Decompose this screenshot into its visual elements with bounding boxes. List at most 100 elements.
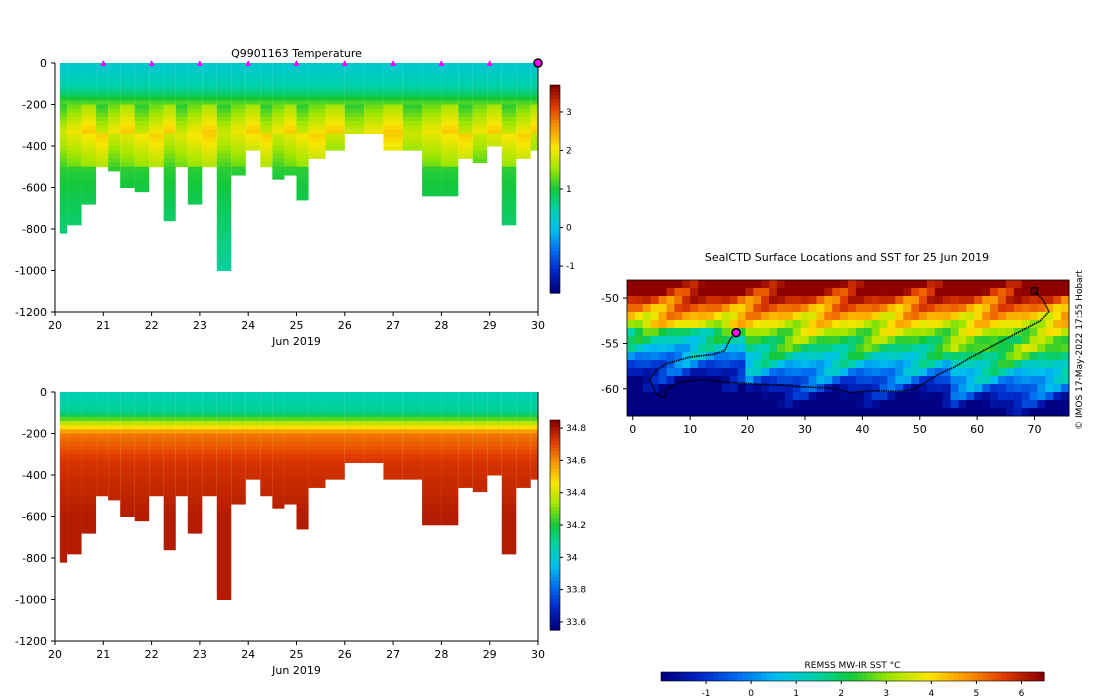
temperature-cell [422, 129, 442, 135]
temperature-cell [120, 87, 135, 93]
temperature-cell [245, 121, 261, 126]
salinity-cell [472, 425, 488, 430]
temperature-cell [472, 129, 488, 135]
sst-cell [698, 296, 707, 305]
sst-cell [761, 280, 770, 289]
temperature-cell [501, 220, 517, 226]
temperature-cell [149, 87, 164, 93]
salinity-cell [187, 475, 203, 480]
salinity-cell [67, 392, 82, 397]
salinity-cell [216, 591, 232, 596]
sst-cell [871, 312, 881, 321]
sst-cell [903, 312, 912, 321]
temperature-cell [67, 179, 82, 184]
salinity-cell [422, 508, 442, 513]
sst-cell [1037, 376, 1046, 385]
temperature-cell [344, 96, 365, 101]
temperature-cell [472, 87, 488, 93]
salinity-cell [441, 479, 459, 484]
sst-cell [871, 344, 881, 353]
sst-cell [745, 368, 754, 377]
salinity-plot: 20 21 22 23 24 25 26 27 28 29 300-200-400-600-800-… [15, 386, 545, 677]
salinity-cell [441, 508, 459, 513]
sst-colorbar-segment [661, 672, 667, 681]
temperature-cell [516, 79, 531, 85]
sst-cell [997, 392, 1007, 401]
salinity-cell [422, 495, 442, 501]
salinity-cell [296, 487, 309, 493]
temperature-cell [383, 137, 403, 143]
salinity-cell [364, 404, 384, 410]
sst-cell [769, 400, 778, 409]
salinity-cell [272, 437, 285, 443]
temperature-cell [216, 100, 232, 105]
sst-cell [832, 400, 841, 409]
salinity-cell [422, 429, 442, 434]
sst-cell [855, 352, 865, 361]
temperature-cell [441, 129, 459, 135]
sst-cell [848, 384, 857, 393]
salinity-cell [202, 462, 217, 468]
sst-cell [808, 352, 817, 361]
temperature-cell [134, 150, 150, 155]
sst-cell [871, 280, 881, 289]
salinity-cell [67, 479, 82, 484]
salinity-cell [422, 408, 442, 414]
temperature-cell [216, 150, 232, 155]
temperature-cell [364, 104, 384, 110]
temperature-cell [530, 141, 538, 147]
temperature-cell [175, 162, 188, 168]
temperature-cell [296, 108, 309, 114]
temperature-cell [216, 83, 232, 89]
temperature-cell [81, 75, 97, 81]
sst-cell [840, 352, 849, 361]
temperature-cell [516, 133, 531, 139]
sst-cell [919, 312, 928, 321]
salinity-cell [59, 450, 68, 455]
salinity-cell [67, 425, 82, 430]
sst-cell [919, 304, 928, 313]
salinity-colorbar-tick-label: 34 [566, 553, 578, 563]
temperature-cell [364, 92, 384, 97]
sst-cell [919, 384, 928, 393]
temperature-cell [187, 83, 203, 89]
temperature-cell [134, 129, 150, 135]
temperature-cell [325, 92, 345, 97]
salinity-cell [422, 396, 442, 401]
temperature-cell [516, 83, 531, 89]
sst-colorbar: REMSS MW-IR SST °C-1 0 1 2 3 4 5 6 [660, 661, 1045, 699]
salinity-cell [402, 441, 423, 447]
sst-cell [974, 336, 983, 345]
salinity-cell [216, 487, 232, 493]
salinity-cell [260, 412, 273, 418]
sst-cell [713, 336, 723, 345]
temperature-cell [120, 67, 135, 72]
sst-cell [816, 280, 825, 289]
sst-cell [871, 408, 881, 417]
sst-cell [879, 400, 888, 409]
sst-cell [824, 360, 833, 369]
salinity-profile-column [231, 392, 246, 505]
salinity-cell [441, 520, 459, 526]
temperature-cell [245, 71, 261, 76]
sst-cell [990, 328, 999, 337]
salinity-profile-column [81, 392, 97, 534]
sst-cell [721, 320, 731, 329]
temperature-cell [216, 158, 232, 164]
temperature-cell [402, 116, 423, 122]
sst-cell [1053, 312, 1062, 321]
temperature-cell [472, 104, 488, 110]
sst-cell [674, 344, 683, 353]
salinity-cell [344, 433, 365, 439]
temperature-cell [149, 83, 164, 89]
temperature-cell [308, 116, 326, 122]
sst-cell [642, 320, 652, 329]
sst-cell [721, 352, 731, 361]
temperature-cell [81, 158, 97, 164]
salinity-cell [530, 470, 538, 476]
temperature-cell [516, 67, 531, 72]
temperature-cell [187, 104, 203, 110]
sst-cell [990, 376, 999, 385]
temperature-cell [441, 121, 459, 126]
salinity-cell [163, 425, 176, 430]
